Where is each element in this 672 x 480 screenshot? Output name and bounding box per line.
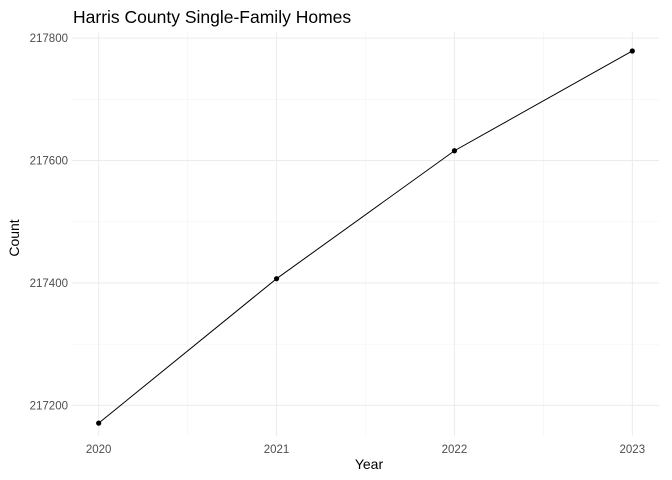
x-tick-labels: 2020 2021 2022 2023 [86,444,645,456]
y-tick-label: 217600 [30,156,68,168]
data-point [96,420,102,426]
y-tick-label: 217400 [30,278,68,290]
x-tick-label: 2020 [86,444,112,456]
y-axis-title: Count [6,219,22,256]
series-group [96,48,635,426]
series-line [98,50,633,424]
x-tick-label: 2022 [442,444,468,456]
x-tick-label: 2021 [264,444,290,456]
y-tick-label: 217800 [30,33,68,45]
x-axis-title: Year [355,456,384,472]
x-tick-label: 2023 [620,444,646,456]
data-point [451,148,458,154]
data-point [273,276,280,282]
y-tick-labels: 217200 217400 217600 217800 [30,33,68,412]
data-point [629,48,635,54]
grid [72,32,659,436]
chart-title: Harris County Single-Family Homes [73,7,351,27]
y-tick-label: 217200 [30,400,68,412]
